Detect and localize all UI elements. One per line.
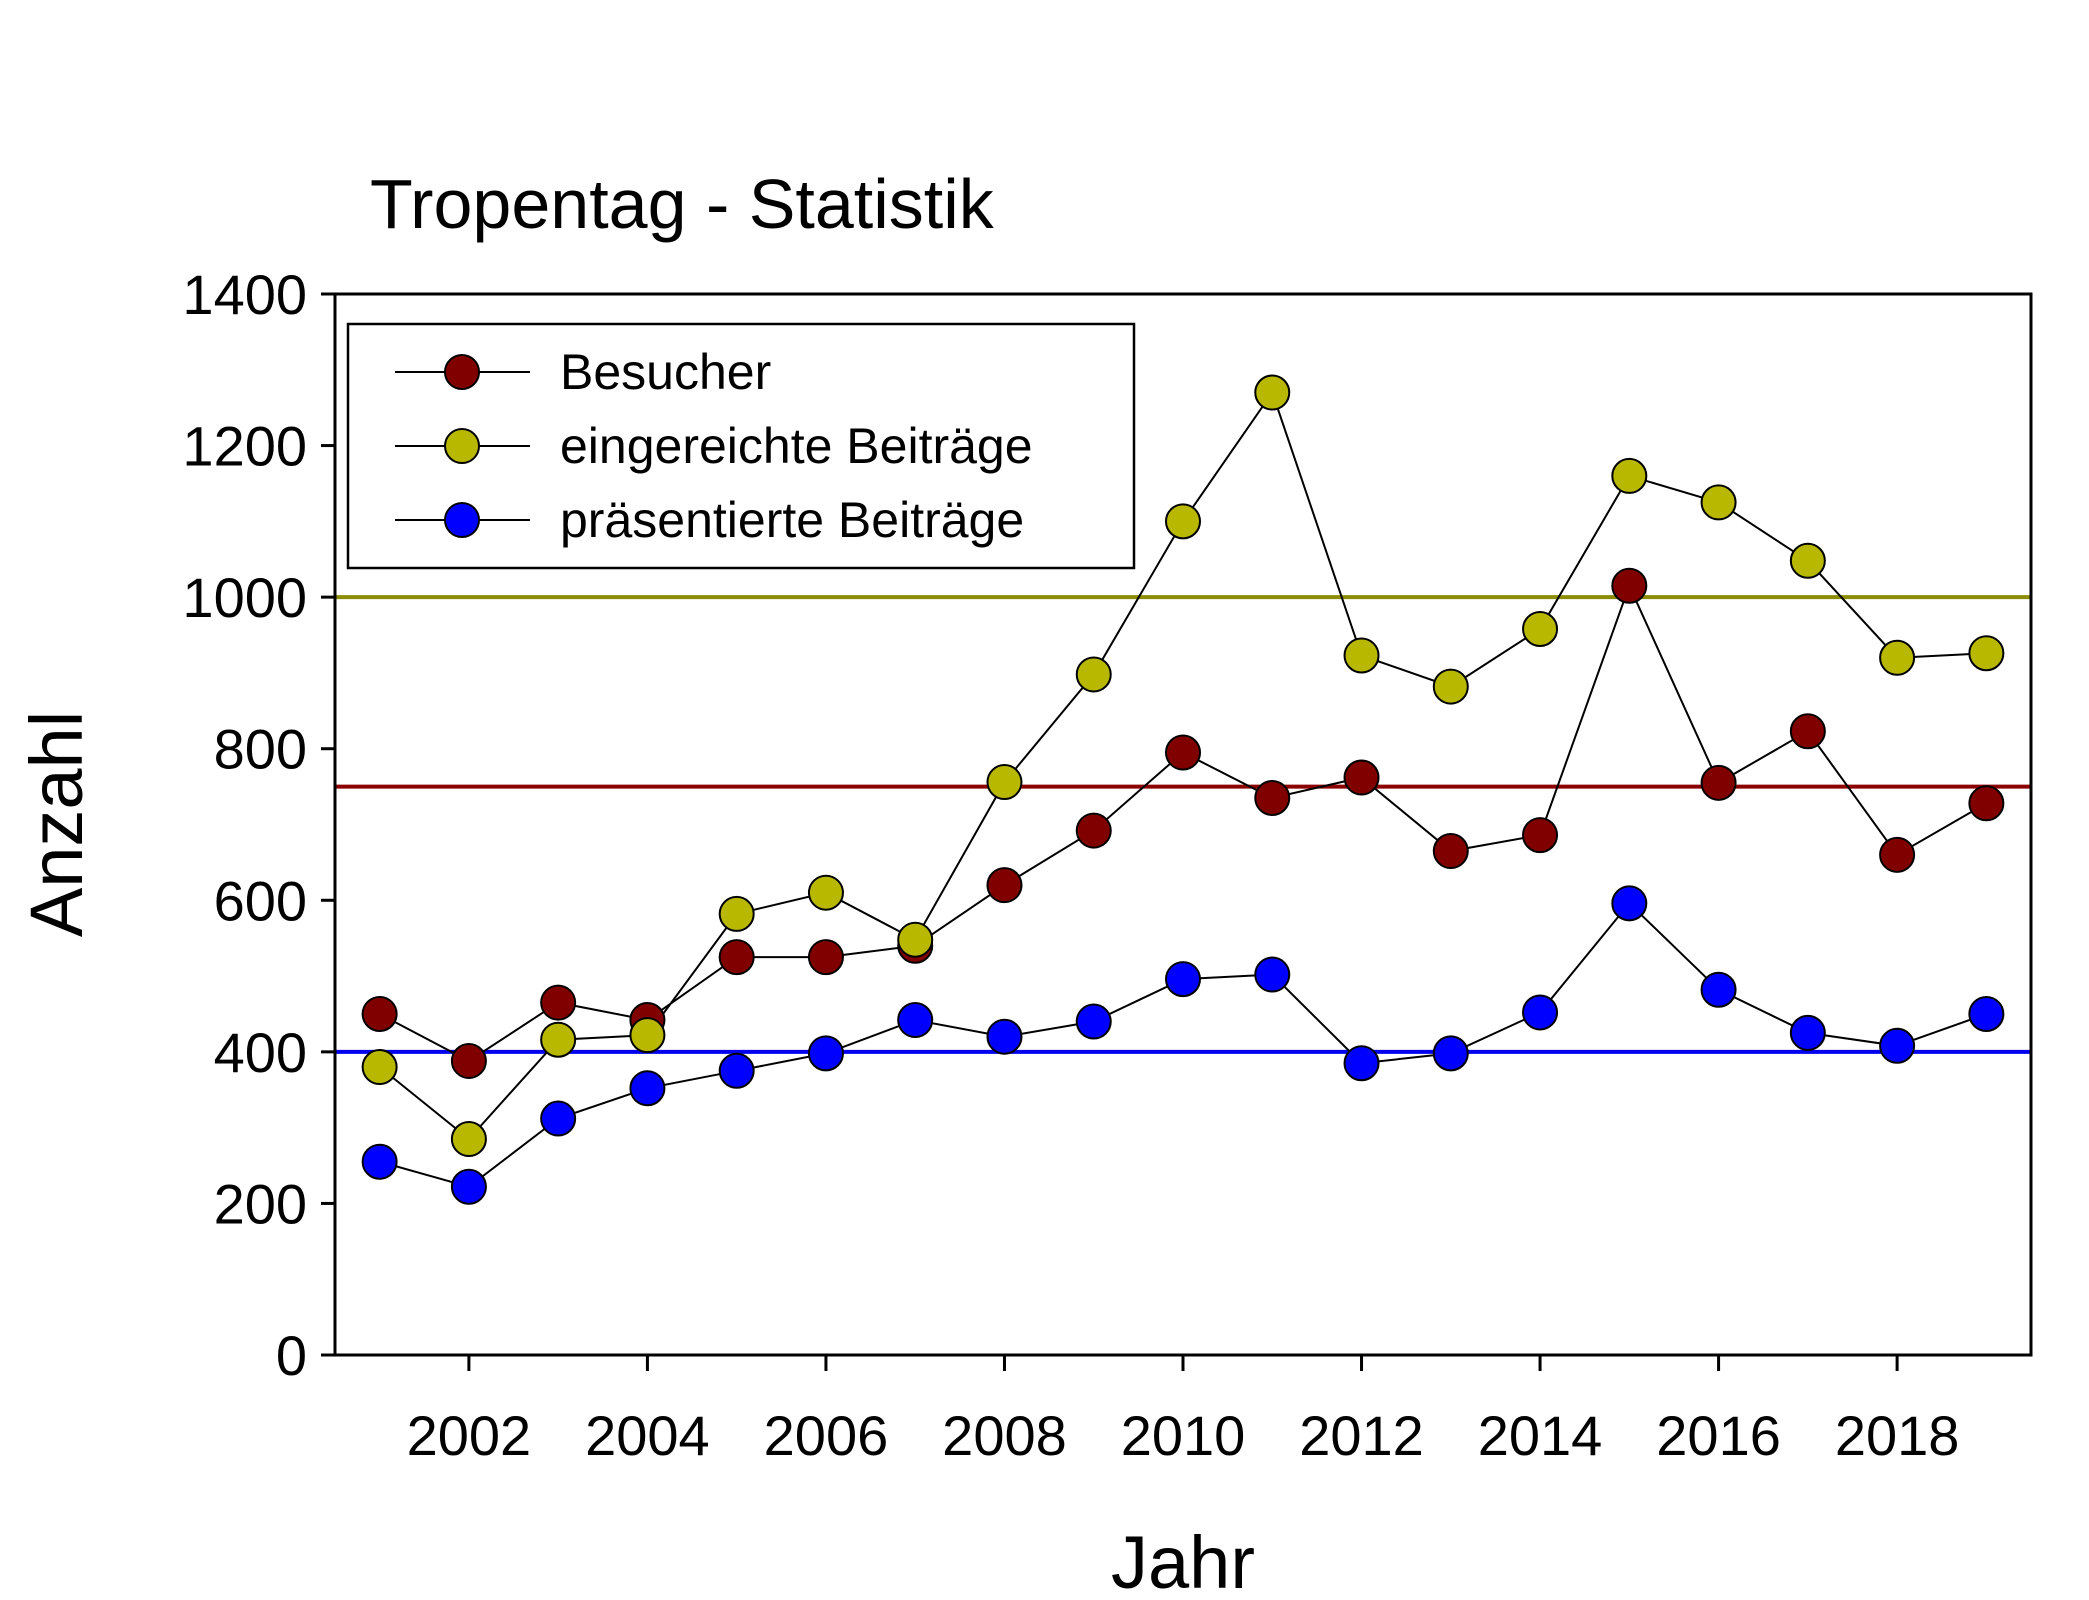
x-axis: 2002 2004 2006 2008 2010 2012 2014 2016 2018 (407, 1355, 1960, 1467)
data-point-praesentierte-beitraege-2015 (1611, 885, 1648, 922)
series-points-eingereichte-beitraege (361, 374, 2005, 1158)
data-point-eingereichte-beitraege-2019 (1968, 635, 2005, 672)
legend-item-eingereichte-beitraege: eingereichte Beiträge (395, 418, 1033, 474)
data-point-eingereichte-beitraege-2009 (1075, 656, 1112, 693)
legend-marker (444, 502, 480, 538)
data-point-besucher-2005 (718, 939, 755, 976)
data-point-eingereichte-beitraege-2011 (1254, 374, 1291, 411)
x-tick-label: 2012 (1299, 1404, 1424, 1467)
series-markers (361, 374, 2005, 1205)
data-point-besucher-2012 (1343, 759, 1380, 796)
x-tick-label: 2014 (1478, 1404, 1603, 1467)
data-point-praesentierte-beitraege-2002 (450, 1168, 487, 1205)
legend-label: eingereichte Beiträge (560, 418, 1033, 474)
data-point-praesentierte-beitraege-2008 (986, 1018, 1023, 1055)
data-point-besucher-2001 (361, 995, 398, 1032)
reference-lines (335, 595, 2031, 1054)
data-point-eingereichte-beitraege-2013 (1432, 668, 1469, 705)
legend: Besucher eingereichte Beiträge präsentiert… (346, 322, 1136, 570)
data-point-eingereichte-beitraege-2008 (986, 764, 1023, 801)
x-tick-label: 2018 (1835, 1404, 1960, 1467)
y-tick-label: 1000 (182, 566, 307, 629)
y-tick-label: 1400 (182, 263, 307, 326)
data-point-besucher-2017 (1789, 713, 1826, 750)
legend-marker (444, 354, 480, 390)
data-point-besucher-2015 (1611, 567, 1648, 604)
data-point-praesentierte-beitraege-2004 (629, 1070, 666, 1107)
data-point-besucher-2003 (540, 984, 577, 1021)
legend-item-praesentierte-beitraege: präsentierte Beiträge (395, 492, 1024, 548)
data-point-eingereichte-beitraege-2001 (361, 1049, 398, 1086)
data-point-praesentierte-beitraege-2016 (1700, 971, 1737, 1008)
data-point-praesentierte-beitraege-2003 (540, 1100, 577, 1137)
data-point-praesentierte-beitraege-2005 (718, 1052, 755, 1089)
y-tick-label: 800 (214, 718, 307, 781)
series-line-praesentierte-beitraege (379, 901, 1987, 1188)
data-point-eingereichte-beitraege-2006 (807, 874, 844, 911)
x-tick-label: 2004 (585, 1404, 710, 1467)
data-point-praesentierte-beitraege-2011 (1254, 956, 1291, 993)
series-points-praesentierte-beitraege (361, 885, 2005, 1205)
data-point-eingereichte-beitraege-2016 (1700, 484, 1737, 521)
y-tick-label: 0 (276, 1324, 307, 1387)
data-point-praesentierte-beitraege-2017 (1789, 1014, 1826, 1051)
y-tick-label: 400 (214, 1021, 307, 1084)
x-tick-label: 2002 (407, 1404, 532, 1467)
data-point-besucher-2006 (807, 939, 844, 976)
data-point-praesentierte-beitraege-2012 (1343, 1045, 1380, 1082)
data-point-besucher-2014 (1522, 817, 1559, 854)
data-point-eingereichte-beitraege-2002 (450, 1121, 487, 1158)
x-axis-label: Jahr (1111, 1521, 1255, 1600)
data-point-besucher-2013 (1432, 833, 1469, 870)
data-point-besucher-2016 (1700, 764, 1737, 801)
x-tick-label: 2006 (764, 1404, 889, 1467)
data-point-praesentierte-beitraege-2014 (1522, 994, 1559, 1031)
data-point-praesentierte-beitraege-2007 (897, 1002, 934, 1039)
chart-title: Tropentag - Statistik (370, 165, 995, 243)
data-point-praesentierte-beitraege-2019 (1968, 995, 2005, 1032)
data-point-eingereichte-beitraege-2010 (1165, 503, 1201, 540)
legend-marker (444, 428, 480, 464)
data-point-besucher-2019 (1968, 785, 2005, 822)
data-point-eingereichte-beitraege-2018 (1879, 639, 1916, 676)
legend-label: Besucher (560, 344, 771, 400)
data-point-eingereichte-beitraege-2015 (1611, 457, 1648, 494)
x-tick-label: 2008 (942, 1404, 1067, 1467)
data-point-eingereichte-beitraege-2005 (718, 895, 755, 932)
data-point-praesentierte-beitraege-2018 (1879, 1027, 1916, 1064)
legend-label: präsentierte Beiträge (560, 492, 1024, 548)
y-axis-label: Anzahl (15, 711, 98, 937)
data-point-eingereichte-beitraege-2014 (1522, 610, 1559, 647)
data-point-praesentierte-beitraege-2001 (361, 1143, 398, 1180)
data-point-besucher-2009 (1075, 812, 1112, 849)
data-point-besucher-2010 (1165, 734, 1201, 771)
data-point-besucher-2011 (1254, 779, 1291, 816)
data-point-eingereichte-beitraege-2004 (629, 1017, 666, 1054)
y-tick-label: 600 (214, 869, 307, 932)
y-axis: 0 200 400 600 800 1000 1200 1400 (182, 263, 335, 1387)
data-point-praesentierte-beitraege-2010 (1165, 961, 1201, 998)
data-point-eingereichte-beitraege-2017 (1789, 542, 1826, 579)
y-tick-label: 1200 (182, 415, 307, 478)
y-tick-label: 200 (214, 1172, 307, 1235)
series-points-besucher (361, 567, 2005, 1079)
data-point-praesentierte-beitraege-2013 (1432, 1035, 1469, 1072)
data-point-praesentierte-beitraege-2006 (807, 1035, 844, 1072)
legend-item-besucher: Besucher (395, 344, 771, 400)
data-point-eingereichte-beitraege-2003 (540, 1021, 577, 1058)
data-point-eingereichte-beitraege-2012 (1343, 637, 1380, 674)
x-tick-label: 2010 (1121, 1404, 1246, 1467)
x-tick-label: 2016 (1656, 1404, 1781, 1467)
data-point-praesentierte-beitraege-2009 (1075, 1003, 1112, 1040)
data-point-eingereichte-beitraege-2007 (897, 921, 934, 958)
data-point-besucher-2018 (1879, 836, 1916, 873)
data-point-besucher-2002 (450, 1042, 487, 1079)
data-point-besucher-2008 (986, 867, 1023, 904)
